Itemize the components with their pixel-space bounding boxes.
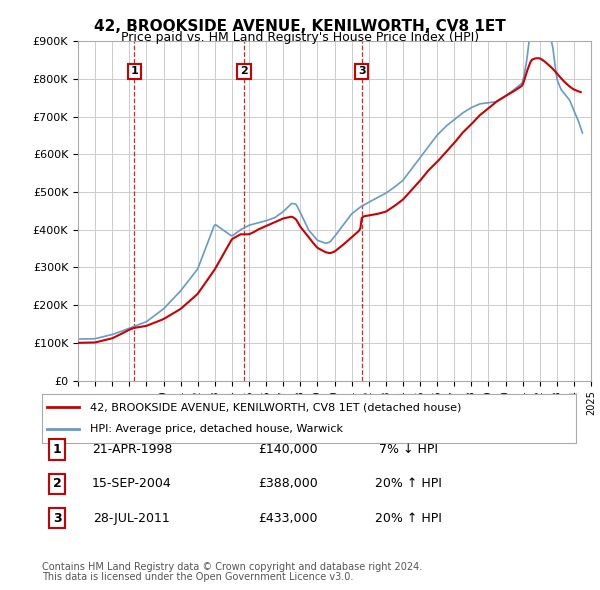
Text: 2: 2	[53, 477, 61, 490]
Text: £140,000: £140,000	[258, 443, 318, 456]
Text: 20% ↑ HPI: 20% ↑ HPI	[374, 512, 442, 525]
Text: HPI: Average price, detached house, Warwick: HPI: Average price, detached house, Warw…	[90, 424, 343, 434]
Text: Contains HM Land Registry data © Crown copyright and database right 2024.: Contains HM Land Registry data © Crown c…	[42, 562, 422, 572]
Text: This data is licensed under the Open Government Licence v3.0.: This data is licensed under the Open Gov…	[42, 572, 353, 582]
Text: £388,000: £388,000	[258, 477, 318, 490]
Text: 3: 3	[358, 67, 365, 77]
Text: 20% ↑ HPI: 20% ↑ HPI	[374, 477, 442, 490]
Text: 1: 1	[131, 67, 139, 77]
Text: 28-JUL-2011: 28-JUL-2011	[94, 512, 170, 525]
Text: 1: 1	[53, 443, 61, 456]
Text: 7% ↓ HPI: 7% ↓ HPI	[379, 443, 437, 456]
Text: 42, BROOKSIDE AVENUE, KENILWORTH, CV8 1ET: 42, BROOKSIDE AVENUE, KENILWORTH, CV8 1E…	[94, 19, 506, 34]
Text: £433,000: £433,000	[258, 512, 318, 525]
Text: 2: 2	[240, 67, 248, 77]
Text: 3: 3	[53, 512, 61, 525]
Text: 42, BROOKSIDE AVENUE, KENILWORTH, CV8 1ET (detached house): 42, BROOKSIDE AVENUE, KENILWORTH, CV8 1E…	[90, 402, 461, 412]
Text: 21-APR-1998: 21-APR-1998	[92, 443, 172, 456]
Text: 15-SEP-2004: 15-SEP-2004	[92, 477, 172, 490]
Text: Price paid vs. HM Land Registry's House Price Index (HPI): Price paid vs. HM Land Registry's House …	[121, 31, 479, 44]
